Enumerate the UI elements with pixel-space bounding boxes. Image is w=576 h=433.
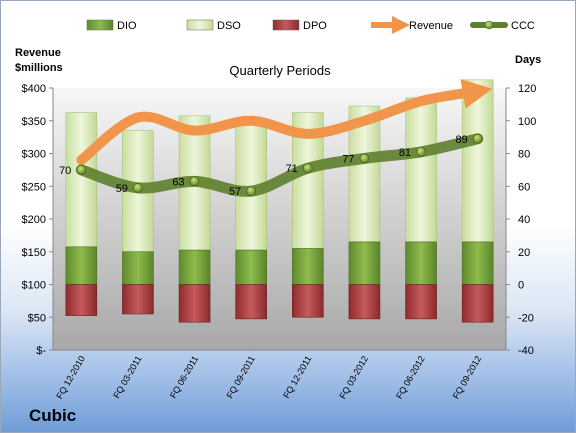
dio-bar [405,241,437,285]
dio-bar [292,248,324,285]
ccc-data-label: 77 [342,153,354,165]
dso-bar [65,112,98,248]
legend-item-dpo: DPO [272,19,327,32]
legend-item-dio: DIO [86,19,137,32]
left-tick-label: $250 [22,181,46,193]
left-tick-label: $100 [22,280,46,292]
x-axis: FQ 12-2010 FQ 03-2011 FQ 06-2011 FQ 09-2011… [53,349,506,401]
legend-item-revenue: Revenue [371,16,453,34]
legend-label: DSO [217,20,241,32]
dpo-bar [461,284,494,323]
right-tick-label: 20 [518,247,530,259]
left-tick-label: $350 [22,116,46,128]
left-axis: $- $50 $100 $150 $200 $250 $300 $350 $400 [22,83,54,357]
ccc-data-label: 71 [286,163,298,175]
company-name: Cubic [29,406,77,425]
x-tick-label: FQ 12-2010 [54,354,87,401]
x-tick-label: FQ 12-2011 [281,354,313,400]
dio-bar [65,246,98,285]
dio-legend-swatch [86,19,114,31]
legend-label: CCC [511,20,535,32]
left-tick-label: $300 [22,149,46,161]
ccc-point [189,176,200,187]
dio-bar [178,249,211,285]
right-tick-label: 60 [518,181,530,193]
legend-item-dso: DSO [186,19,241,32]
dso-bar [405,97,437,243]
dio-bar [461,241,494,285]
x-tick-label: FQ 09-2011 [225,354,257,400]
dio-bar [235,249,267,285]
dpo-bar [348,284,381,320]
right-axis-label: Days [515,54,541,66]
ccc-point [359,153,370,164]
left-tick-label: $150 [22,247,46,259]
dio-bar [122,251,154,285]
ccc-point [472,133,483,144]
lines: 70 59 63 57 71 77 81 89 [59,79,493,198]
x-tick-label: FQ 03-2012 [337,354,370,401]
ccc-point [133,183,143,193]
right-tick-label: 120 [518,83,536,95]
right-tick-label: -20 [518,312,534,324]
dpo-bar [65,284,98,316]
ccc-legend-dot [484,20,494,30]
legend-label: DPO [303,20,327,32]
left-axis-label: Revenue [15,47,61,59]
ccc-data-label: 57 [229,186,241,198]
ccc-point [76,165,87,175]
right-tick-label: 80 [518,149,530,161]
right-tick-label: -40 [518,345,534,357]
left-tick-label: $200 [22,214,46,226]
x-tick-label: FQ 09-2012 [451,354,484,401]
x-tick-label: FQ 06-2012 [394,354,427,401]
ccc-data-label: 59 [116,183,128,195]
x-tick-label: FQ 06-2011 [168,354,200,400]
legend-item-ccc: CCC [470,20,535,32]
ccc-data-label: 70 [59,165,71,177]
ccc-data-label: 89 [455,134,467,146]
dso-legend-swatch [186,19,214,31]
dpo-bar [122,284,154,315]
revenue-line [76,79,493,166]
right-tick-label: 0 [518,280,524,292]
ccc-point [303,163,313,174]
left-tick-label: $- [36,345,46,357]
dpo-bar [235,284,267,320]
x-tick-label: FQ 03-2011 [111,354,143,400]
ccc-data-label: 81 [399,147,411,159]
right-tick-label: 100 [518,116,536,128]
left-axis-label-unit: $millions [15,62,63,74]
left-tick-label: $50 [28,312,46,324]
left-tick-label: $400 [22,83,46,95]
ccc-data-label: 63 [172,176,184,188]
legend-label: DIO [117,20,137,32]
legend-label: Revenue [409,20,453,32]
dso-bar [461,79,494,243]
ccc-point [246,186,256,196]
bars [65,79,494,323]
right-axis: -40 -20 0 20 40 60 80 100 120 [505,83,536,357]
dpo-legend-swatch [272,19,300,31]
right-tick-label: 40 [518,214,530,226]
legend: DIO DSO DPO Revenue CCC [86,16,535,34]
dpo-bar [178,284,211,323]
dpo-bar [405,284,437,320]
chart-title: Quarterly Periods [229,63,331,78]
ccc-point [416,147,426,157]
dpo-bar [292,284,324,318]
dio-bar [348,241,381,285]
